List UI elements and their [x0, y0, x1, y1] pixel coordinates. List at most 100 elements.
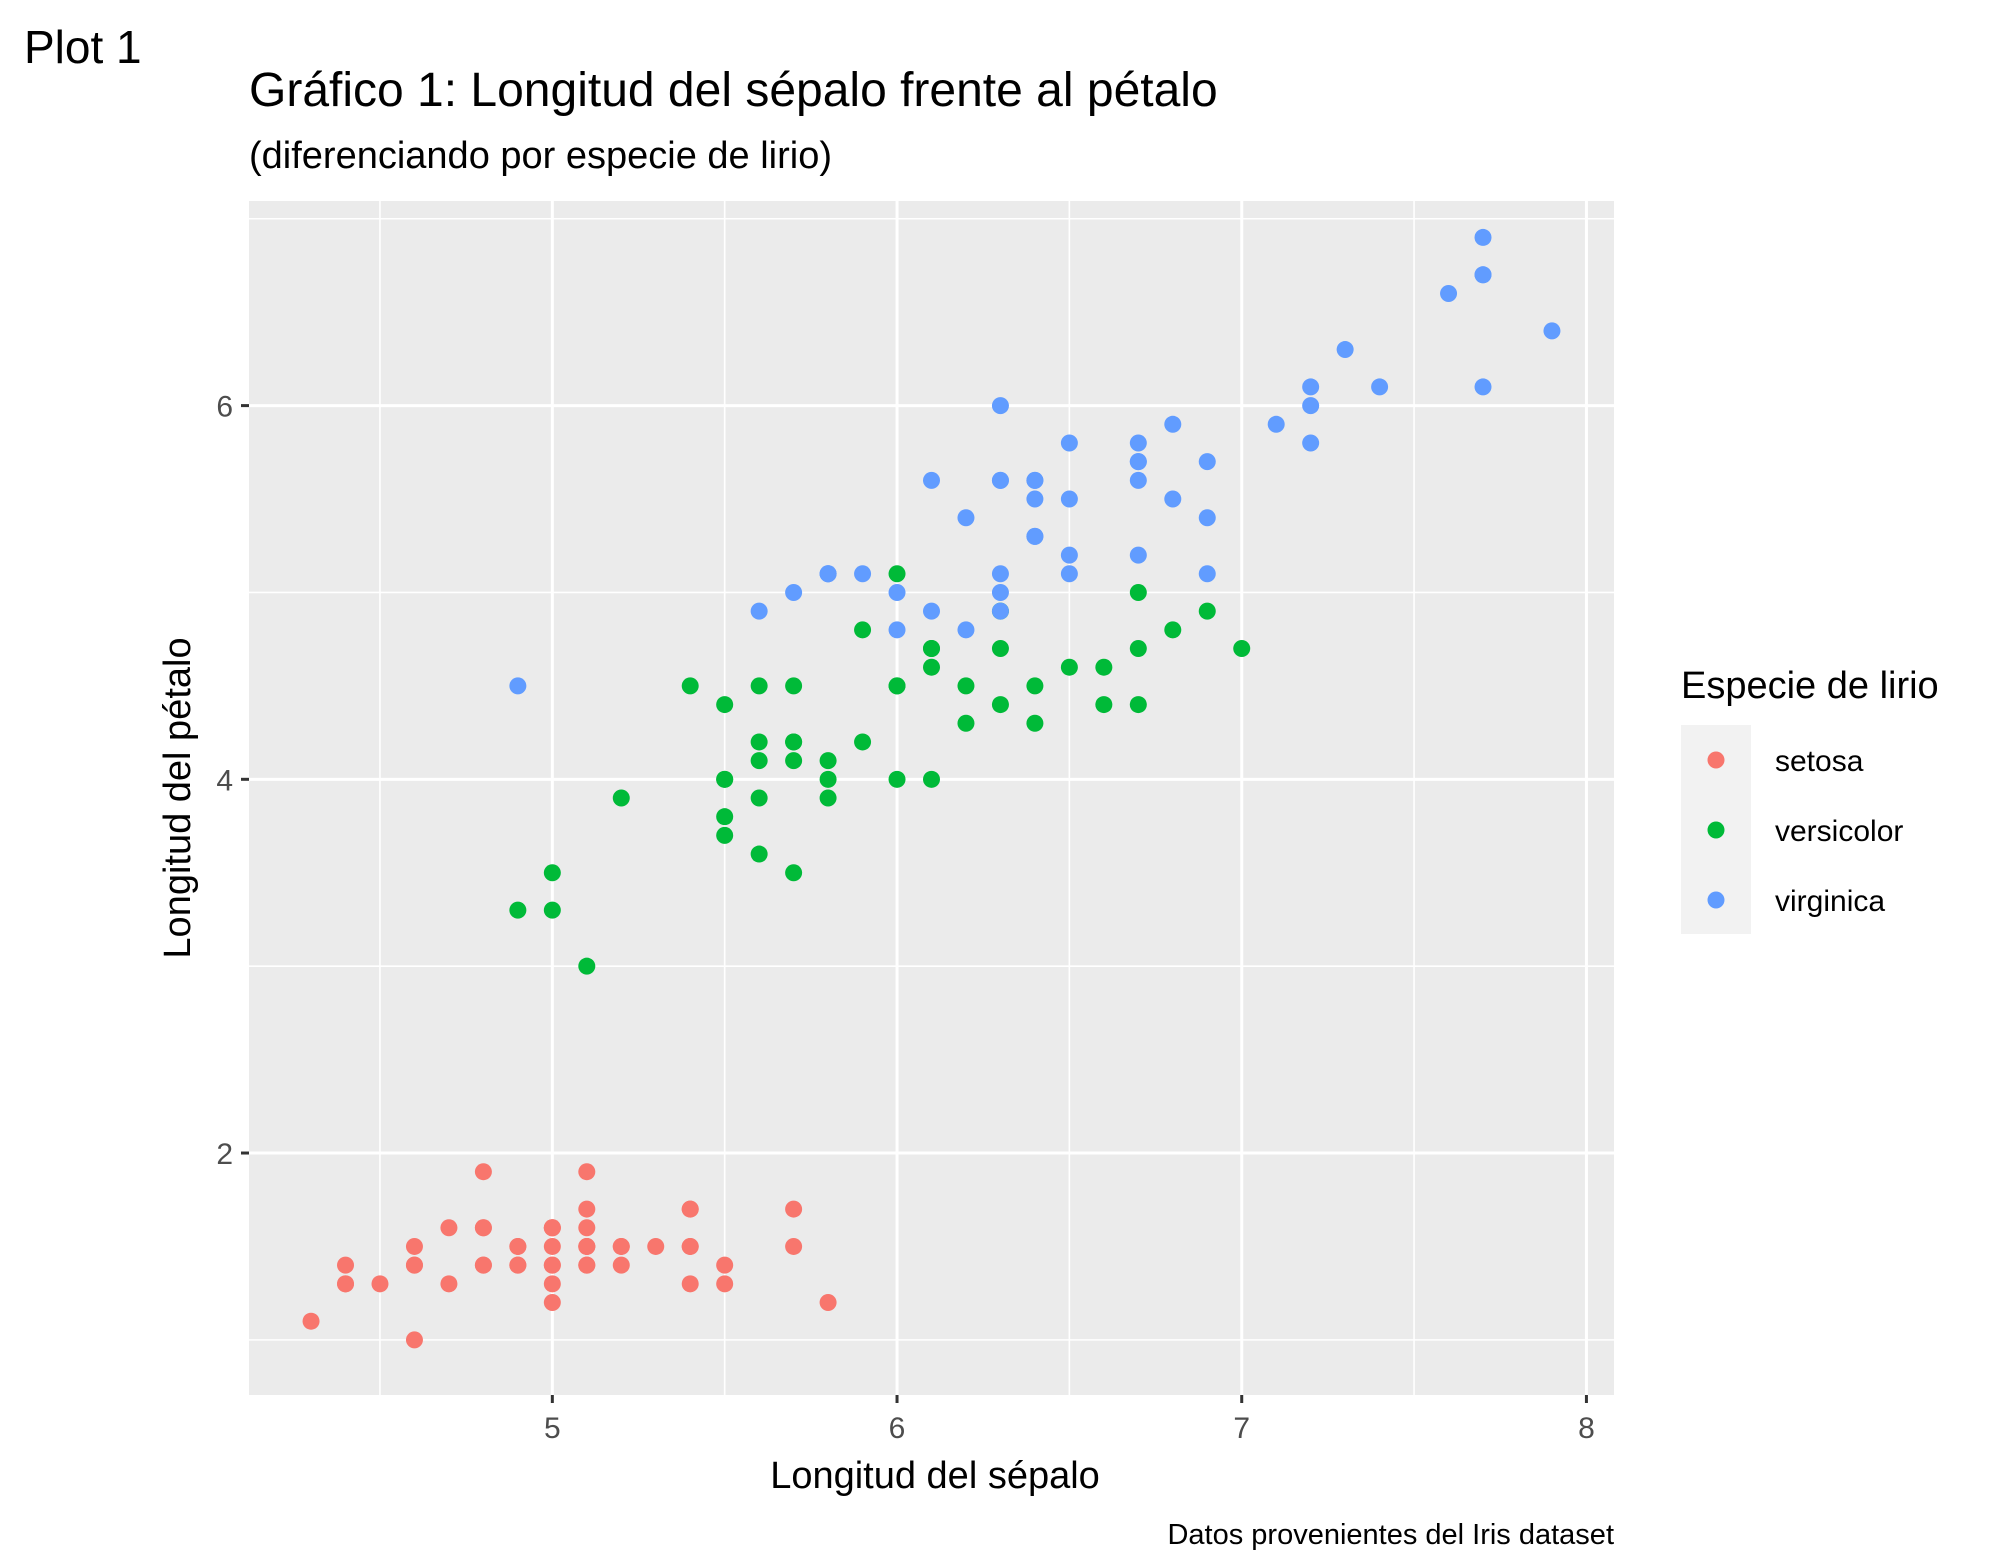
- data-point-setosa: [681, 1237, 699, 1255]
- data-point-setosa: [371, 1275, 389, 1293]
- chart-caption: Datos provenientes del Iris dataset: [1167, 1519, 1614, 1551]
- data-point-versicolor: [681, 677, 699, 695]
- data-point-setosa: [716, 1256, 734, 1274]
- data-point-virginica: [1060, 565, 1078, 583]
- data-point-versicolor: [578, 957, 596, 975]
- data-point-virginica: [1060, 490, 1078, 508]
- data-point-versicolor: [1026, 714, 1044, 732]
- data-point-virginica: [1336, 341, 1354, 359]
- data-point-setosa: [785, 1237, 803, 1255]
- data-point-versicolor: [750, 789, 768, 807]
- data-point-virginica: [1474, 266, 1492, 284]
- legend: Especie de lirio setosa versicolor virgini…: [1681, 665, 1939, 934]
- data-point-virginica: [957, 509, 975, 527]
- data-point-setosa: [509, 1237, 527, 1255]
- data-point-versicolor: [923, 640, 940, 658]
- data-point-setosa: [785, 1200, 803, 1218]
- data-point-versicolor: [888, 677, 906, 695]
- legend-key-setosa: [1707, 751, 1725, 769]
- data-point-virginica: [1198, 509, 1216, 527]
- data-point-setosa: [578, 1219, 596, 1237]
- data-point-versicolor: [923, 770, 940, 788]
- data-point-versicolor: [923, 658, 940, 676]
- data-point-setosa: [578, 1237, 596, 1255]
- data-point-virginica: [1060, 546, 1078, 564]
- data-point-virginica: [1302, 434, 1320, 452]
- data-point-setosa: [302, 1312, 320, 1330]
- data-point-setosa: [612, 1237, 630, 1255]
- chart-title: Gráfico 1: Longitud del sépalo frente al…: [249, 64, 1218, 117]
- data-point-versicolor: [750, 752, 768, 770]
- data-point-versicolor: [1129, 696, 1147, 714]
- data-point-virginica: [1026, 471, 1044, 489]
- data-point-versicolor: [509, 901, 527, 919]
- data-point-setosa: [578, 1256, 596, 1274]
- data-point-virginica: [1474, 228, 1492, 246]
- data-point-setosa: [612, 1256, 630, 1274]
- legend-items: setosa versicolor virginica: [1707, 745, 1903, 918]
- data-point-virginica: [1198, 565, 1216, 583]
- legend-label-virginica: virginica: [1775, 885, 1885, 918]
- data-point-setosa: [543, 1219, 561, 1237]
- data-point-virginica: [509, 677, 527, 695]
- data-point-setosa: [543, 1237, 561, 1255]
- legend-key-virginica: [1707, 891, 1725, 909]
- data-point-virginica: [1026, 490, 1044, 508]
- legend-key-versicolor: [1707, 821, 1725, 839]
- data-point-versicolor: [991, 696, 1009, 714]
- data-point-virginica: [888, 621, 906, 639]
- data-point-virginica: [991, 565, 1009, 583]
- data-point-versicolor: [543, 864, 561, 882]
- data-point-setosa: [543, 1256, 561, 1274]
- data-point-versicolor: [957, 714, 975, 732]
- y-axis-title: Longitud del pétalo: [157, 637, 199, 958]
- data-point-virginica: [1164, 490, 1182, 508]
- data-point-virginica: [1440, 284, 1458, 302]
- data-point-virginica: [1198, 453, 1216, 471]
- x-axis: 5 6 7 8: [544, 1395, 1595, 1445]
- data-point-versicolor: [1198, 602, 1216, 620]
- data-point-virginica: [991, 397, 1009, 415]
- data-point-versicolor: [1164, 621, 1182, 639]
- data-point-setosa: [578, 1163, 596, 1181]
- data-point-setosa: [405, 1256, 423, 1274]
- data-point-versicolor: [1060, 658, 1078, 676]
- y-tick-label: 4: [216, 764, 233, 797]
- data-point-setosa: [474, 1163, 492, 1181]
- plot-label: Plot 1: [24, 21, 142, 73]
- data-point-versicolor: [957, 677, 975, 695]
- y-axis: 2 4 6: [216, 391, 249, 1171]
- data-point-setosa: [405, 1331, 423, 1349]
- data-point-versicolor: [888, 770, 906, 788]
- data-point-versicolor: [1026, 677, 1044, 695]
- data-point-virginica: [1164, 415, 1182, 433]
- data-point-setosa: [819, 1294, 837, 1312]
- data-point-setosa: [716, 1275, 734, 1293]
- plot-panel: [249, 201, 1614, 1395]
- data-point-versicolor: [612, 789, 630, 807]
- legend-label-setosa: setosa: [1775, 745, 1864, 778]
- data-point-setosa: [543, 1294, 561, 1312]
- data-point-virginica: [1302, 378, 1320, 396]
- data-point-setosa: [440, 1219, 458, 1237]
- data-point-virginica: [1129, 471, 1147, 489]
- data-point-virginica: [1129, 453, 1147, 471]
- x-tick-label: 6: [889, 1412, 906, 1445]
- data-point-virginica: [750, 602, 768, 620]
- data-point-versicolor: [750, 733, 768, 751]
- data-point-setosa: [543, 1275, 561, 1293]
- data-point-setosa: [681, 1200, 699, 1218]
- data-point-virginica: [785, 583, 803, 601]
- data-point-virginica: [991, 583, 1009, 601]
- data-point-virginica: [1371, 378, 1389, 396]
- x-tick-label: 7: [1233, 1412, 1250, 1445]
- data-point-virginica: [854, 565, 872, 583]
- x-tick-label: 5: [544, 1412, 561, 1445]
- data-point-versicolor: [716, 808, 734, 826]
- data-point-virginica: [1026, 527, 1044, 545]
- y-tick-label: 6: [216, 391, 233, 424]
- data-point-versicolor: [785, 864, 803, 882]
- y-tick-label: 2: [216, 1138, 233, 1171]
- legend-label-versicolor: versicolor: [1775, 815, 1903, 848]
